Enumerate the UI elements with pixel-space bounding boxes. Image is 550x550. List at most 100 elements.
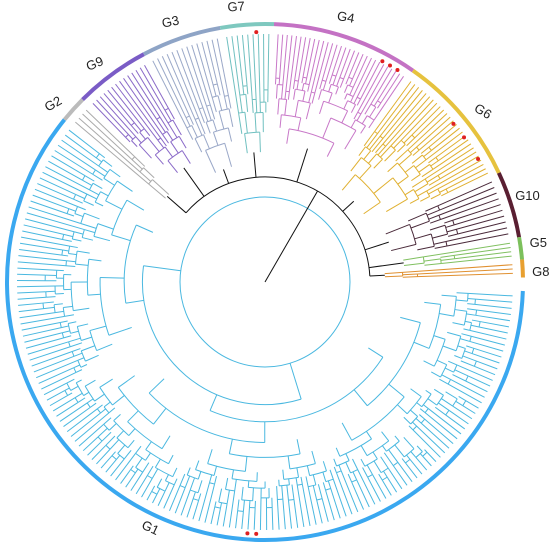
branch	[228, 490, 236, 528]
branch	[80, 223, 97, 229]
branch	[454, 251, 512, 260]
branch	[384, 275, 403, 278]
branch	[371, 138, 384, 153]
branch	[433, 388, 444, 396]
branch	[139, 167, 144, 173]
branch	[428, 214, 440, 220]
branch	[469, 340, 504, 352]
branch	[437, 151, 477, 176]
branch	[473, 360, 477, 367]
branch	[349, 78, 353, 86]
branch	[42, 301, 54, 304]
branch	[400, 102, 438, 141]
branch	[67, 323, 71, 334]
branch	[91, 444, 107, 460]
branch	[161, 435, 171, 449]
branch	[390, 99, 434, 147]
branch	[173, 478, 178, 486]
branch	[17, 273, 46, 276]
branch	[120, 469, 132, 484]
branch	[244, 133, 248, 154]
branch	[157, 58, 187, 118]
branch	[163, 484, 175, 509]
branch	[281, 485, 284, 500]
branch	[59, 402, 88, 422]
branch	[49, 395, 68, 407]
branch	[198, 117, 206, 135]
backbone	[342, 200, 355, 212]
group-label: G10	[515, 188, 540, 203]
branch	[191, 44, 211, 106]
branch	[356, 479, 370, 508]
branch	[373, 100, 378, 107]
branch	[275, 34, 279, 79]
branch	[83, 193, 88, 202]
branch	[143, 265, 181, 272]
branch	[74, 206, 79, 214]
branch	[127, 439, 135, 449]
branch	[329, 469, 334, 480]
branch	[113, 420, 130, 436]
branch	[348, 76, 353, 80]
branch	[78, 423, 105, 447]
branch	[107, 89, 135, 124]
branch	[80, 364, 88, 368]
branch	[297, 37, 307, 82]
branch	[82, 436, 99, 452]
branch	[54, 150, 93, 175]
branch	[141, 478, 153, 498]
branch	[302, 38, 311, 78]
branch	[302, 76, 307, 79]
branch	[405, 462, 418, 479]
branch	[148, 392, 265, 443]
branch	[306, 38, 316, 79]
branch	[353, 97, 358, 104]
branch	[335, 472, 353, 515]
branch	[84, 229, 96, 234]
branch	[413, 341, 430, 349]
branch	[305, 102, 311, 120]
branch	[321, 498, 329, 522]
branch	[193, 498, 199, 501]
branch	[303, 82, 310, 86]
branch	[428, 124, 457, 148]
branch	[102, 159, 113, 167]
branch	[419, 408, 426, 414]
group-arcs	[5, 22, 525, 542]
branch	[359, 165, 372, 179]
branch	[384, 271, 403, 275]
branch	[189, 115, 194, 125]
branch	[168, 454, 174, 464]
branch	[189, 477, 196, 491]
branch	[416, 445, 423, 452]
branch	[117, 180, 133, 192]
branch	[125, 299, 144, 304]
branch	[403, 134, 413, 144]
branch	[101, 431, 112, 442]
branch	[436, 394, 444, 406]
branch	[239, 93, 246, 96]
branch	[284, 99, 288, 116]
branch	[444, 367, 454, 373]
branch	[231, 469, 234, 479]
branch	[103, 93, 132, 126]
branch	[42, 171, 88, 195]
branch	[385, 223, 410, 235]
branch	[318, 89, 322, 100]
branch	[116, 430, 124, 439]
branch	[184, 475, 191, 488]
branch	[46, 296, 56, 298]
branch	[319, 80, 323, 90]
group-label: G6	[472, 100, 495, 122]
branch	[433, 339, 446, 367]
branch	[441, 255, 512, 264]
branch	[73, 352, 83, 357]
branch	[411, 174, 421, 182]
branch	[374, 131, 378, 135]
branch	[433, 241, 447, 245]
branch	[473, 347, 502, 358]
branch	[434, 406, 446, 416]
branch	[130, 469, 136, 474]
branch	[190, 489, 199, 494]
branch	[77, 323, 89, 327]
